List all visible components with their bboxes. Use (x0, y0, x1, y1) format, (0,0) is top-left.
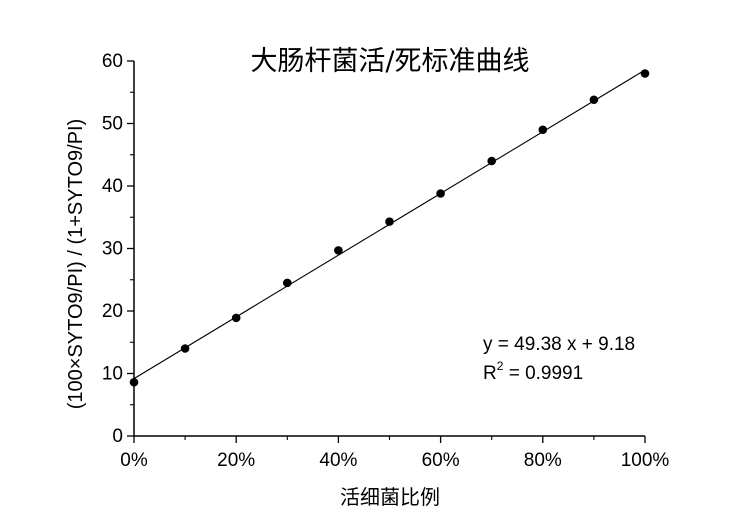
y-axis-label: (100×SYTO9/PI) / (1+SYTO9/PI) (65, 119, 87, 410)
data-point (231, 313, 241, 323)
y-tick-label: 30 (102, 239, 123, 260)
data-points (129, 69, 650, 387)
y-tick-label: 10 (102, 364, 123, 385)
x-tick-label: 60% (422, 450, 460, 471)
data-point (129, 377, 139, 387)
data-point (436, 189, 445, 198)
data-point (640, 69, 650, 78)
r-squared-value: = 0.9991 (503, 363, 583, 384)
r-squared-symbol: R (483, 363, 497, 384)
axes (127, 60, 646, 443)
x-axis-label: 活细菌比例 (340, 485, 440, 509)
x-tick-label: 100% (621, 450, 670, 471)
data-point (283, 278, 292, 288)
tick-labels: 0 10 20 30 40 50 60 0% 20% 40% 60% 80% 100% (102, 51, 670, 471)
y-tick-label: 0 (112, 426, 123, 447)
fit-equation: y = 49.38 x + 9.18 (483, 334, 635, 355)
chart-title: 大肠杆菌活/死标准曲线 (250, 46, 529, 77)
data-point (180, 344, 190, 353)
data-point (334, 246, 343, 255)
y-tick-label: 50 (102, 114, 123, 135)
r-squared-superscript: 2 (497, 359, 504, 373)
x-tick-label: 20% (217, 450, 255, 471)
y-tick-label: 20 (102, 301, 123, 322)
data-point (589, 95, 599, 105)
y-tick-label: 60 (102, 51, 123, 72)
data-point (385, 217, 394, 226)
x-tick-label: 80% (524, 450, 562, 471)
r-squared: R2 = 0.9991 (483, 359, 583, 384)
x-tick-label: 0% (120, 450, 148, 471)
y-tick-label: 40 (102, 176, 123, 197)
data-point (538, 125, 548, 135)
data-point (487, 156, 497, 166)
x-tick-label: 40% (319, 450, 357, 471)
